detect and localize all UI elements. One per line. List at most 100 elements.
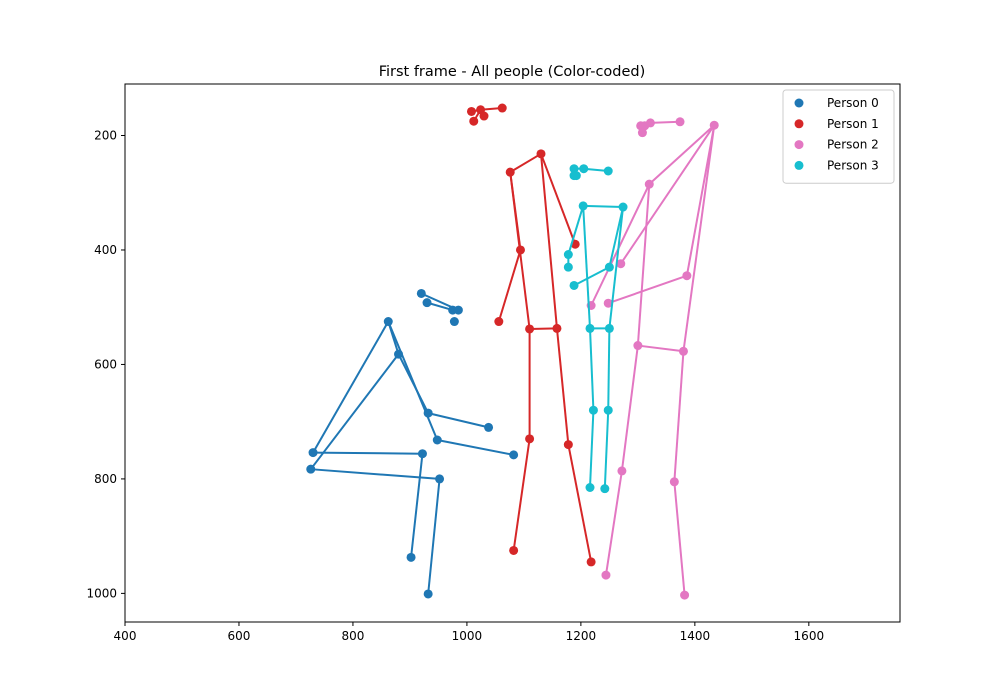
series-0-segment-4 bbox=[397, 353, 430, 414]
series-0-segment-10 bbox=[310, 468, 440, 480]
series-2-point-16 bbox=[680, 590, 690, 600]
x-tick-label-1: 600 bbox=[228, 629, 251, 643]
chart-title: First frame - All people (Color-coded) bbox=[379, 64, 646, 80]
x-tick-label-6: 1600 bbox=[794, 629, 825, 643]
series-2-point-11 bbox=[633, 341, 643, 351]
series-2-point-14 bbox=[669, 477, 679, 487]
series-3-point-14 bbox=[603, 405, 613, 415]
series-2-segment-6 bbox=[619, 124, 716, 265]
y-tick-label-0: 200 bbox=[94, 129, 117, 143]
series-1-segment-14 bbox=[567, 444, 593, 563]
series-0-point-0 bbox=[416, 288, 426, 298]
series-2-point-4 bbox=[675, 117, 685, 127]
legend-marker-2 bbox=[794, 140, 804, 150]
series-1-point-4 bbox=[479, 111, 489, 121]
series-1 bbox=[466, 103, 596, 567]
series-3-point-0 bbox=[569, 164, 579, 174]
series-3-point-9 bbox=[569, 280, 579, 290]
legend-label-3: Person 3 bbox=[827, 158, 879, 172]
series-0-segment-12 bbox=[427, 478, 441, 595]
series-0-segment-8 bbox=[437, 439, 514, 456]
series-2-point-6 bbox=[709, 120, 719, 130]
series-0-point-15 bbox=[406, 552, 416, 562]
series-0 bbox=[306, 288, 519, 599]
series-0-point-9 bbox=[484, 422, 494, 432]
series-3-segment-5 bbox=[567, 205, 585, 255]
series-2 bbox=[586, 117, 719, 600]
series-0-segment-11 bbox=[410, 453, 424, 558]
x-tick-label-4: 1200 bbox=[566, 629, 597, 643]
series-2-point-10 bbox=[682, 271, 692, 281]
series-0-segment-7 bbox=[427, 412, 489, 429]
legend-label-2: Person 2 bbox=[827, 138, 879, 152]
series-2-segment-5 bbox=[590, 183, 651, 306]
series-3-point-8 bbox=[563, 262, 573, 272]
series-1-segment-9 bbox=[539, 153, 558, 329]
series-0-point-10 bbox=[509, 450, 519, 460]
series-2-point-9 bbox=[616, 259, 626, 269]
x-tick-label-5: 1400 bbox=[680, 629, 711, 643]
series-3-point-12 bbox=[604, 323, 614, 333]
series-2-point-2 bbox=[637, 128, 647, 138]
series-1-point-2 bbox=[497, 103, 507, 113]
legend-marker-1 bbox=[794, 119, 804, 129]
series-0-segment-5 bbox=[312, 321, 390, 454]
series-1-segment-7 bbox=[540, 153, 577, 245]
series-2-point-13 bbox=[617, 466, 627, 476]
series-3-segment-15 bbox=[603, 410, 610, 489]
series-0-point-4 bbox=[449, 317, 459, 327]
series-1-segment-13 bbox=[512, 438, 531, 551]
series-0-point-1 bbox=[422, 298, 432, 308]
series-2-segment-15 bbox=[673, 481, 686, 596]
series-3-segment-13 bbox=[607, 328, 611, 411]
series-3-point-5 bbox=[578, 201, 588, 211]
series-0-segment-9 bbox=[313, 451, 423, 455]
series-3-point-3 bbox=[571, 171, 581, 181]
series-0-point-7 bbox=[423, 408, 433, 418]
series-3-point-13 bbox=[588, 405, 598, 415]
series-3-segment-12 bbox=[589, 328, 595, 411]
series-3-segment-10 bbox=[608, 206, 625, 329]
series-1-point-3 bbox=[469, 116, 479, 126]
legend-label-1: Person 1 bbox=[827, 117, 879, 131]
legend-box bbox=[782, 89, 895, 184]
series-3-point-7 bbox=[563, 250, 573, 260]
series-0-segment-6 bbox=[309, 353, 400, 470]
series-3-point-15 bbox=[585, 483, 595, 492]
series-3-point-4 bbox=[603, 166, 613, 176]
series-0-point-12 bbox=[306, 464, 316, 474]
legend-label-0: Person 0 bbox=[827, 96, 879, 110]
series-3-segment-7 bbox=[608, 206, 625, 268]
series-3-segment-9 bbox=[582, 205, 591, 329]
series-0-point-14 bbox=[435, 474, 445, 484]
legend: Person 0 Person 1 Person 2 Person 3 bbox=[782, 89, 895, 184]
series-2-segment-4 bbox=[648, 124, 715, 185]
legend-marker-0 bbox=[794, 98, 804, 108]
x-tick-label-0: 400 bbox=[114, 629, 137, 643]
series-2-point-3 bbox=[645, 118, 655, 128]
series-1-segment-10 bbox=[529, 327, 557, 330]
y-tick-label-3: 800 bbox=[94, 472, 117, 486]
series-2-segment-14 bbox=[604, 470, 623, 576]
series-2-segment-12 bbox=[620, 345, 639, 472]
series-1-point-9 bbox=[494, 317, 504, 327]
series-1-segment-6 bbox=[497, 249, 522, 322]
series-0-point-13 bbox=[417, 449, 427, 459]
series-1-segment-4 bbox=[509, 152, 542, 173]
series-3-segment-8 bbox=[573, 266, 610, 287]
series-2-segment-2 bbox=[650, 120, 681, 124]
series-2-segment-10 bbox=[682, 125, 716, 352]
legend-marker-3 bbox=[794, 160, 804, 170]
series-1-point-8 bbox=[515, 245, 525, 255]
y-tick-label-4: 1000 bbox=[86, 586, 117, 600]
x-tick-label-3: 1000 bbox=[452, 629, 483, 643]
y-tick-label-2: 600 bbox=[94, 357, 117, 371]
plot-area bbox=[306, 103, 719, 600]
series-3-segment-4 bbox=[583, 204, 624, 209]
series-1-point-10 bbox=[525, 324, 535, 334]
series-1-point-13 bbox=[563, 440, 573, 450]
series-0-point-3 bbox=[453, 305, 463, 315]
series-0-point-8 bbox=[432, 435, 442, 445]
series-2-point-15 bbox=[601, 570, 611, 580]
series-2-point-12 bbox=[678, 346, 688, 356]
